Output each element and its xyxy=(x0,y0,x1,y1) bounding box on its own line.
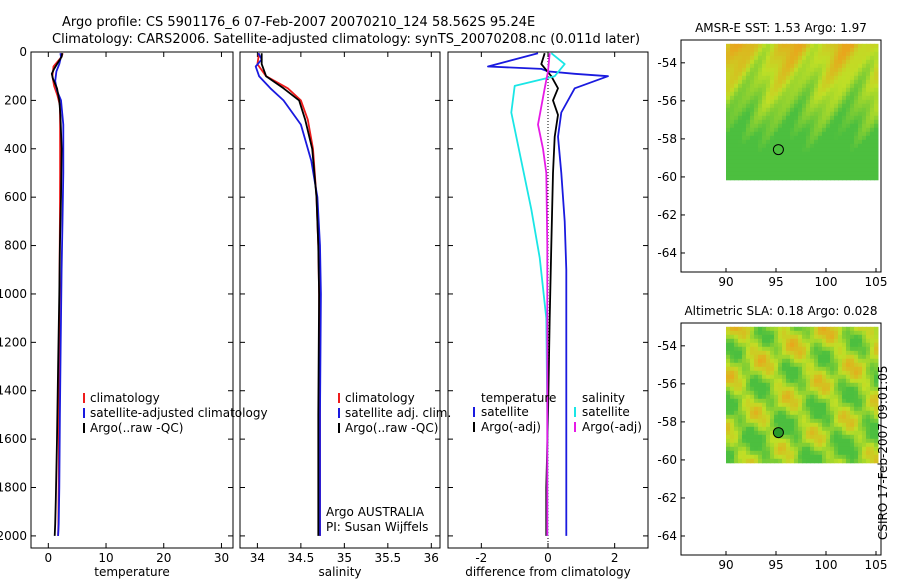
sla-map-panel: Altimetric SLA: 0.18 Argo: 0.028 90 95 100 1… xyxy=(657,304,887,572)
argo-label: Argo AUSTRALIA xyxy=(326,505,425,519)
sla-map-field xyxy=(726,326,879,464)
temperature-xtick-label: 10 xyxy=(98,551,113,565)
sst-map-xtick-label: 100 xyxy=(815,275,838,289)
difference-series-salinity-argo-adj- xyxy=(537,53,551,536)
temperature-xtick-label: 30 xyxy=(214,551,229,565)
salinity-xtick-label: 34.5 xyxy=(288,551,315,565)
legend-entry: satellite-adjusted climatology xyxy=(90,406,268,420)
salinity-xtick-label: 34 xyxy=(250,551,265,565)
sst-map-xtick-label: 90 xyxy=(718,275,733,289)
depth-tick-label: 1800 xyxy=(0,481,27,495)
sla-map-ytick-label: -60 xyxy=(657,453,677,467)
depth-tick-label: 0 xyxy=(19,45,27,59)
legend-title-temperature: temperature xyxy=(481,391,556,405)
legend-entry: satellite xyxy=(481,405,529,419)
legend-entry: Argo(..raw -QC) xyxy=(345,421,438,435)
temperature-frame xyxy=(30,51,234,549)
sla-map-ytick-label: -64 xyxy=(657,529,677,543)
salinity-series-satellite-adj-clim- xyxy=(254,52,322,536)
depth-tick-label: 1400 xyxy=(0,384,27,398)
difference-xtick-label: -2 xyxy=(475,551,487,565)
sst-map-ytick-label: -54 xyxy=(657,56,677,70)
sst-map-ytick-label: -60 xyxy=(657,170,677,184)
sla-map-argo-point xyxy=(772,427,784,439)
sla-map-ytick-label: -54 xyxy=(657,339,677,353)
sla-map-xtick-label: 95 xyxy=(768,558,783,572)
sst-map-xtick-label: 95 xyxy=(768,275,783,289)
legend-entry: satellite adj. clim. xyxy=(345,406,451,420)
salinity-xtick-label: 35 xyxy=(337,551,352,565)
sla-map-frame xyxy=(680,322,882,556)
sst-map-title: AMSR-E SST: 1.53 Argo: 1.97 xyxy=(695,21,867,35)
legend-entry: satellite xyxy=(582,405,630,419)
sst-map-frame xyxy=(680,39,882,273)
pi-label: PI: Susan Wijffels xyxy=(326,520,428,534)
legend-entry: climatology xyxy=(345,391,415,405)
legend-entry: Argo(..raw -QC) xyxy=(90,421,183,435)
depth-tick-label: 200 xyxy=(4,93,27,107)
difference-xtick-label: 2 xyxy=(611,551,619,565)
salinity-xlabel: salinity xyxy=(318,565,361,579)
temperature-xtick-label: 0 xyxy=(44,551,52,565)
depth-tick-label: 1200 xyxy=(0,335,27,349)
salinity-frame xyxy=(239,51,441,549)
difference-xtick-label: 0 xyxy=(544,551,552,565)
sst-map-argo-point xyxy=(772,144,784,156)
salinity-series-climatology xyxy=(256,53,321,536)
difference-series-temperature-satellite xyxy=(487,52,609,536)
sla-map-ytick-label: -58 xyxy=(657,415,677,429)
depth-tick-label: 400 xyxy=(4,142,27,156)
temperature-series-argo-raw-qc- xyxy=(50,53,64,536)
depth-tick-label: 800 xyxy=(4,239,27,253)
sst-map-ytick-label: -58 xyxy=(657,132,677,146)
sst-map-ytick-label: -64 xyxy=(657,246,677,260)
salinity-xtick-label: 36 xyxy=(424,551,439,565)
temperature-xlabel: temperature xyxy=(94,565,169,579)
salinity-series-argo-raw-qc- xyxy=(260,53,321,536)
depth-tick-label: 1600 xyxy=(0,432,27,446)
legend-title-salinity: salinity xyxy=(582,391,625,405)
sst-map-ytick-label: -62 xyxy=(657,208,677,222)
figure-title-line1: Argo profile: CS 5901176_6 07-Feb-2007 2… xyxy=(62,15,535,30)
depth-tick-label: 600 xyxy=(4,190,27,204)
figure-title-line2: Climatology: CARS2006. Satellite-adjuste… xyxy=(52,32,640,47)
legend-entry: climatology xyxy=(90,391,160,405)
legend-entry: Argo(-adj) xyxy=(481,420,541,434)
sst-map-ytick-label: -56 xyxy=(657,94,677,108)
temperature-series-satellite-adjusted-climatology xyxy=(54,53,65,536)
depth-tick-label: 1000 xyxy=(0,287,27,301)
sst-map-panel: AMSR-E SST: 1.53 Argo: 1.97 90 95 100 105 -54… xyxy=(657,21,887,289)
temperature-xtick-label: 20 xyxy=(156,551,171,565)
salinity-panel: 34 34.5 35 35.5 36 salinity climatologysatelli… xyxy=(239,51,451,579)
sla-map-ytick-label: -56 xyxy=(657,377,677,391)
depth-tick-label: 2000 xyxy=(0,529,27,543)
sla-map-ytick-label: -62 xyxy=(657,491,677,505)
salinity-xtick-label: 35.5 xyxy=(374,551,401,565)
legend-entry: Argo(-adj) xyxy=(582,420,642,434)
temperature-panel: 0 10 20 30 0 200 400 600 800 1000 1200 1400 1600 1800… xyxy=(0,45,268,579)
credit-label: CSIRO 17-Feb-2007 09:01:05 xyxy=(876,365,890,540)
sst-map-xtick-label: 105 xyxy=(865,275,888,289)
sla-map-xtick-label: 90 xyxy=(718,558,733,572)
sst-map-field xyxy=(726,43,879,181)
difference-xlabel: difference from climatology xyxy=(465,565,631,579)
sla-map-xtick-label: 100 xyxy=(815,558,838,572)
sla-map-xtick-label: 105 xyxy=(865,558,888,572)
sla-map-title: Altimetric SLA: 0.18 Argo: 0.028 xyxy=(684,304,877,318)
